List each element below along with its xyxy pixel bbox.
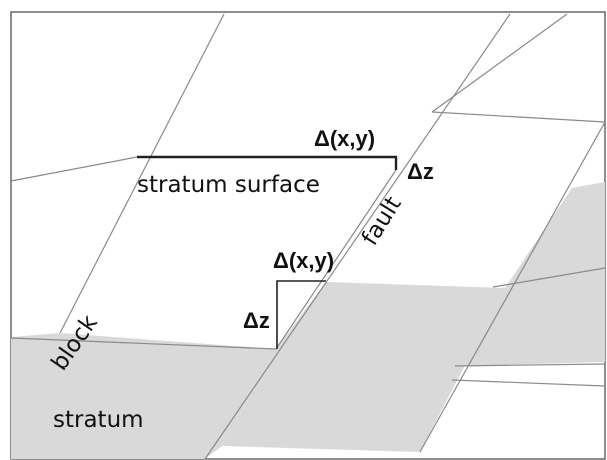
stratum-region-middle	[222, 282, 505, 452]
upper-step	[137, 155, 398, 170]
horizon-bottom-right	[451, 379, 606, 387]
displacement-mid-label: Δ(x,y)	[273, 248, 334, 273]
horizon-left	[10, 156, 138, 182]
horizon-lower-right	[454, 363, 606, 367]
fault-trace-lower	[275, 169, 397, 350]
fault-label: fault	[357, 192, 407, 250]
block-edge-right	[419, 121, 606, 453]
middle-step	[276, 280, 326, 349]
stratum-label: stratum	[53, 407, 144, 433]
fault-trace-upper	[431, 13, 568, 113]
stratum-region-left	[11, 333, 276, 459]
dz-top-label: Δz	[407, 159, 434, 184]
horizon-right	[492, 267, 606, 288]
horizon-upper-right	[431, 111, 606, 123]
block-edge-center	[204, 13, 511, 460]
stratum-region-right	[462, 182, 605, 366]
displacement-top-label: Δ(x,y)	[314, 126, 375, 151]
stratum-surface-label: stratum surface	[137, 172, 320, 198]
dz-mid-label: Δz	[243, 308, 270, 333]
stratum-top-left	[10, 337, 277, 350]
block-edge-left	[59, 13, 225, 334]
